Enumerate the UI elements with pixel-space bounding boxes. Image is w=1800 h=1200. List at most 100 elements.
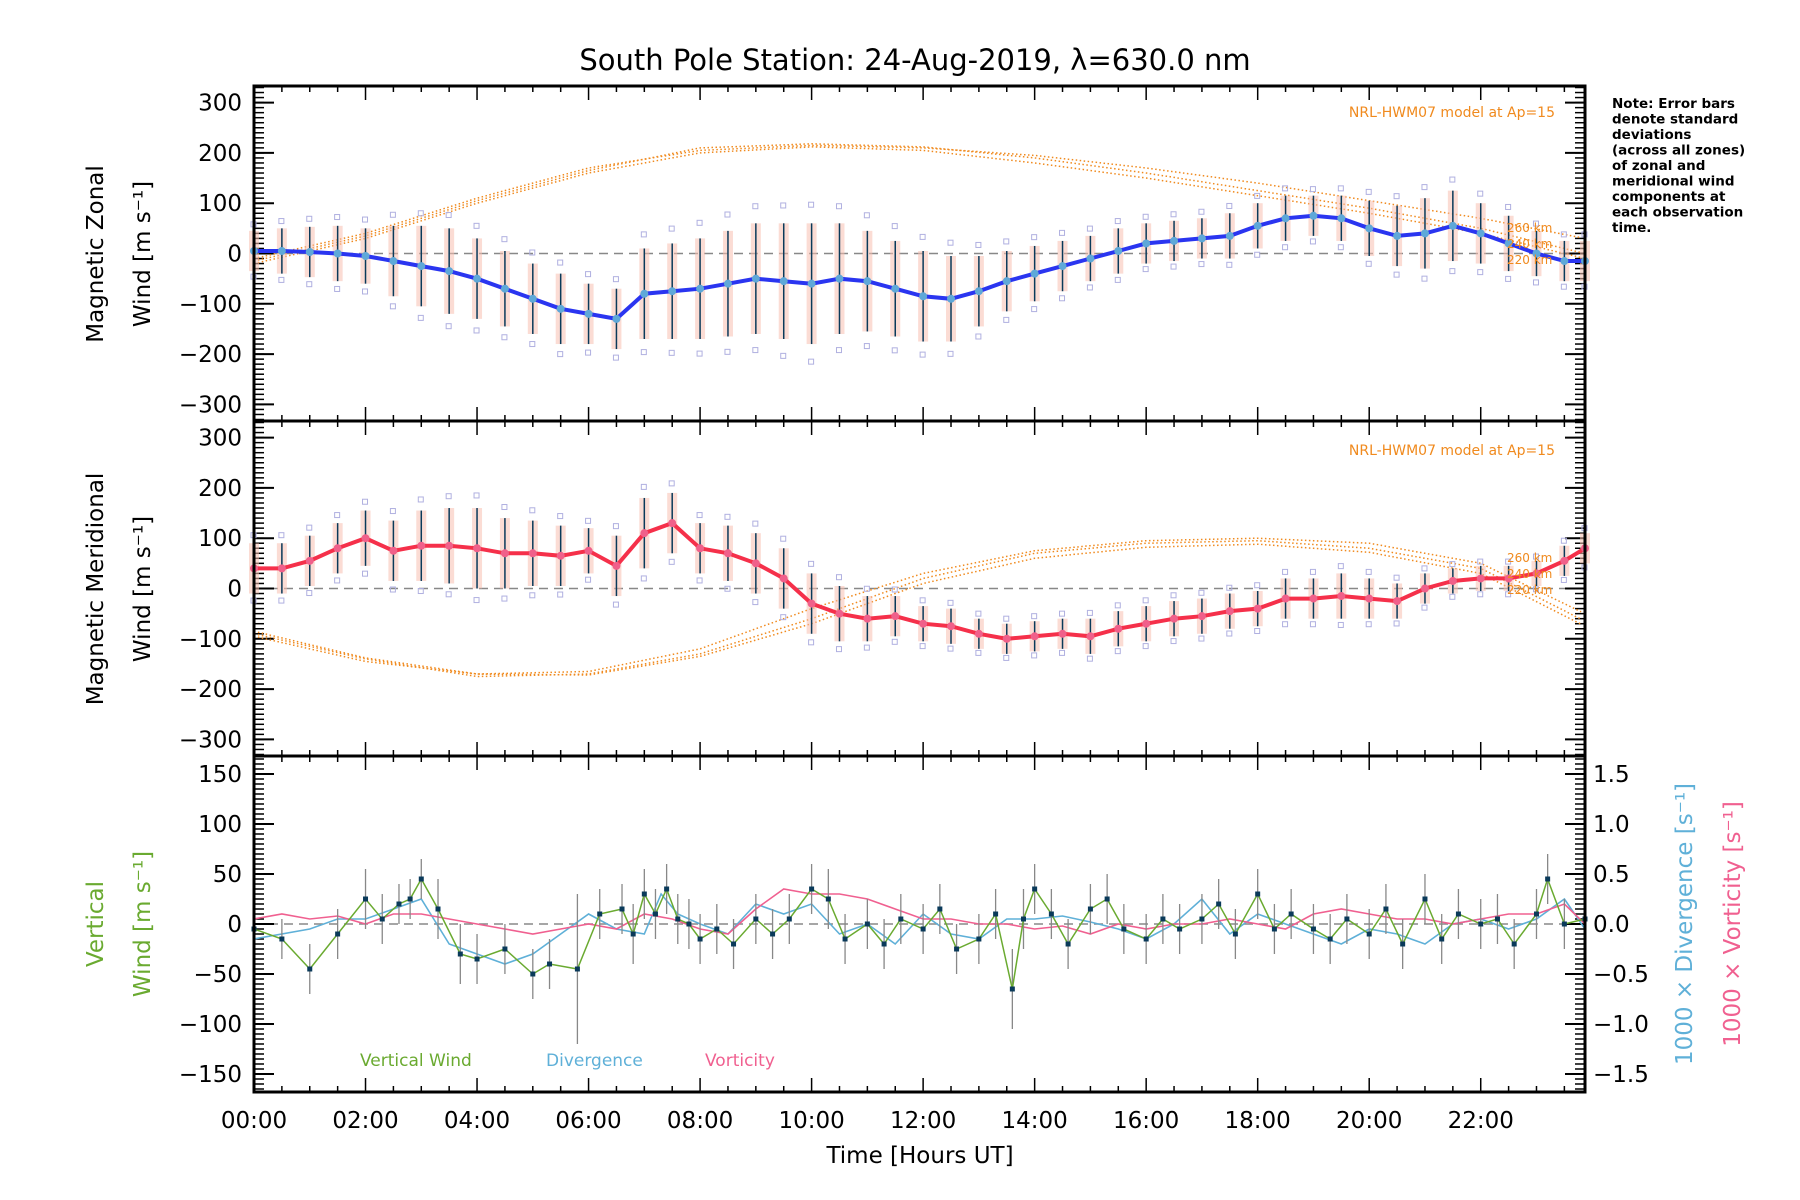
meridional-wind-point [863,614,872,623]
zonal-wind-point [1225,231,1234,240]
vertical-wind-point [307,966,313,972]
panel-frame [252,754,1587,1094]
zone-point [1421,184,1428,191]
zone-point [1282,568,1289,575]
zonal-wind-point [1393,231,1402,240]
meridional-wind-point [1086,632,1095,641]
zonal-wind-point [1309,211,1318,220]
x-tick-label: 16:00 [1113,1108,1179,1134]
meridional-wind-point [1532,569,1541,578]
meridional-wind-point [1337,592,1346,601]
note-line: deviations [1612,127,1691,143]
zone-point [612,523,619,530]
zone-point [445,323,452,330]
meridional-wind-point [1420,584,1429,593]
vertical-wind-point [1104,896,1110,902]
vertical-wind-point [1511,941,1517,947]
vertical-wind-point [697,936,703,942]
zone-point [445,591,452,598]
zonal-wind-point [1142,239,1151,248]
zone-point [1086,609,1093,616]
zonal-wind-point [1337,214,1346,223]
zone-point [501,504,508,511]
zone-point [919,597,926,604]
zone-point [1505,203,1512,210]
zone-point [1086,655,1093,662]
zone-point [306,281,313,288]
zone-point [557,591,564,598]
zone-point [668,225,675,232]
zone-point [863,644,870,651]
vertical-wind-point [1561,921,1567,927]
zone-point [640,575,647,582]
zone-point [529,249,536,256]
zone-point [1198,589,1205,596]
zone-point [947,350,954,357]
vertical-wind-point [1087,906,1093,912]
zone-point [389,303,396,310]
zone-point [1421,604,1428,611]
zone-point [306,590,313,597]
y-tick-label: 100 [198,526,242,552]
meridional-wind-point [891,612,900,621]
model-line-260-km [253,144,1582,260]
chart-title: South Pole Station: 24-Aug-2019, λ=630.0… [579,43,1250,77]
y-tick-label: −150 [179,1062,242,1088]
zone-point [975,610,982,617]
meridional-wind-point [1448,576,1457,585]
meridional-wind-point [723,549,732,558]
zone-point [1226,630,1233,637]
zone-point [808,201,815,208]
meridional-wind-point [919,619,928,628]
zone-point [1059,649,1066,656]
x-tick-label: 12:00 [890,1108,956,1134]
note-line: components at [1612,189,1726,205]
zone-point [1532,553,1539,560]
zone-point [640,483,647,490]
zone-point [975,241,982,248]
y-tick-label: −100 [179,292,242,318]
meridional-wind-point [835,609,844,618]
zone-point [1170,211,1177,218]
vertical-wind-point [686,921,692,927]
vertical-wind-point [1143,936,1149,942]
vertical-wind-point [547,961,553,967]
vertical-wind-point [363,896,369,902]
zone-point [529,592,536,599]
zone-point [1031,652,1038,659]
vertical-wind-point [1455,911,1461,917]
vertical-wind-point [597,911,603,917]
meridional-wind-point [1225,607,1234,616]
x-tick-label: 22:00 [1448,1108,1514,1134]
zone-point [612,354,619,361]
meridional-km-label-220: 220 km [1507,583,1552,597]
zonal-wind-point [361,252,370,261]
vertical-wind-point [954,946,960,952]
vertical-wind-point [1383,906,1389,912]
meridional-wind-point [640,529,649,538]
zonal-wind-point [974,287,983,296]
vertical-wind-point [630,931,636,937]
vertical-wind-point [407,896,413,902]
zone-point [278,532,285,539]
y-tick-label: 0 [227,242,242,268]
vertical-wind-point [881,941,887,947]
zone-point [278,218,285,225]
zonal-wind-point [1170,236,1179,245]
meridional-wind-point [528,549,537,558]
zone-point [1393,193,1400,200]
zone-point [1003,654,1010,661]
zonal-wind-point [584,309,593,318]
zone-point [1254,192,1261,199]
y-tick-label: −100 [179,627,242,653]
vertical-wind-point [1288,911,1294,917]
zonal-wind-point [835,274,844,283]
zonal-wind-point [1281,214,1290,223]
zone-point [752,347,759,354]
zone-point [1198,261,1205,268]
zone-point [640,231,647,238]
y-tick-label: 100 [198,812,242,838]
vertical-wind-point [574,966,580,972]
meridional-wind-point [1170,614,1179,623]
zonal-wind-point [919,292,928,301]
